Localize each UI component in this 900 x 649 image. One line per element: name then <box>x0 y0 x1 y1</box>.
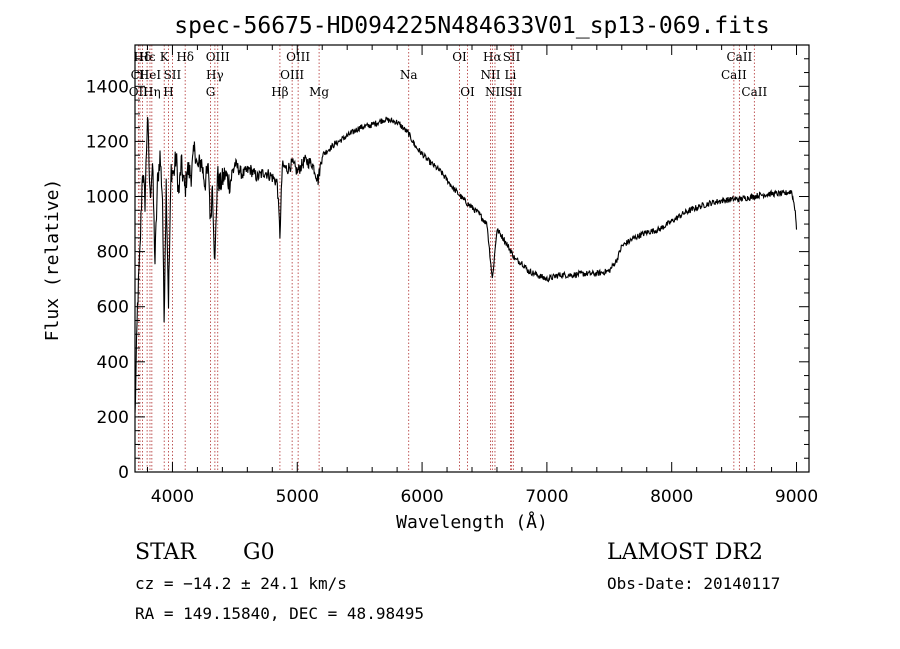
line-marker-label: H <box>163 85 173 99</box>
line-marker-label: Na <box>400 68 418 82</box>
line-marker-label: Hδ <box>176 50 194 64</box>
y-tick-label: 1000 <box>86 188 129 208</box>
line-marker-label: OI <box>460 85 475 99</box>
x-tick-label: 4000 <box>151 487 194 507</box>
line-marker-label: SII <box>164 68 182 82</box>
line-marker-label: Hα <box>483 50 502 64</box>
y-tick-label: 0 <box>118 463 129 483</box>
line-marker-label: SII <box>503 50 521 64</box>
line-marker-label: CaII <box>726 50 752 64</box>
y-tick-label: 1400 <box>86 77 129 97</box>
line-marker-label: OI <box>452 50 467 64</box>
y-tick-label: 200 <box>97 408 129 428</box>
object-type: STAR <box>135 540 196 565</box>
coordinates: RA = 149.15840, DEC = 48.98495 <box>135 604 424 623</box>
chart-title: spec-56675-HD094225N484633V01_sp13-069.f… <box>174 13 769 39</box>
x-tick-label: 6000 <box>400 487 443 507</box>
x-tick-label: 7000 <box>525 487 568 507</box>
plot-frame <box>134 44 810 473</box>
observation-date: Obs-Date: 20140117 <box>607 574 781 593</box>
y-tick-label: 600 <box>97 298 129 318</box>
line-marker-label: Hγ <box>206 68 224 82</box>
x-tick-label: 5000 <box>276 487 319 507</box>
line-marker-label: Li <box>505 68 517 82</box>
spectral-subclass: G0 <box>243 540 275 565</box>
line-marker-label: Mg <box>309 85 329 99</box>
line-marker-label: G <box>206 85 216 99</box>
line-marker-label: OII <box>129 85 149 99</box>
line-marker-label: Hβ <box>271 85 288 99</box>
x-tick-label: 9000 <box>775 487 818 507</box>
line-marker-label: SII <box>504 85 522 99</box>
y-tick-label: 800 <box>97 243 129 263</box>
y-axis-label: Flux (relative) <box>42 179 63 342</box>
spectrum-series <box>135 116 798 414</box>
line-marker-label: NII <box>485 85 505 99</box>
line-marker-label: Hη <box>143 85 161 99</box>
line-marker-label: OIII <box>206 50 230 64</box>
line-marker-label: K <box>160 50 170 64</box>
axes: 4000 5000 6000 7000 8000 9000 0 200 400 600 800 100… <box>86 45 818 507</box>
x-tick-label: 8000 <box>650 487 693 507</box>
line-marker-label: HeI <box>139 68 162 82</box>
line-marker-label: OIII <box>280 68 304 82</box>
y-tick-label: 400 <box>97 353 129 373</box>
line-marker-label: NII <box>480 68 500 82</box>
y-tick-label: 1200 <box>86 132 129 152</box>
x-axis-label: Wavelength (Å) <box>396 511 548 533</box>
line-marker-label: OIII <box>286 50 310 64</box>
line-marker-label: CaII <box>721 68 747 82</box>
spectrum-line <box>135 116 798 414</box>
line-marker-label: Hε <box>139 50 156 64</box>
redshift-velocity: cz = −14.2 ± 24.1 km/s <box>135 574 347 593</box>
survey-name: LAMOST DR2 <box>607 540 763 565</box>
line-marker-label: CaII <box>741 85 767 99</box>
